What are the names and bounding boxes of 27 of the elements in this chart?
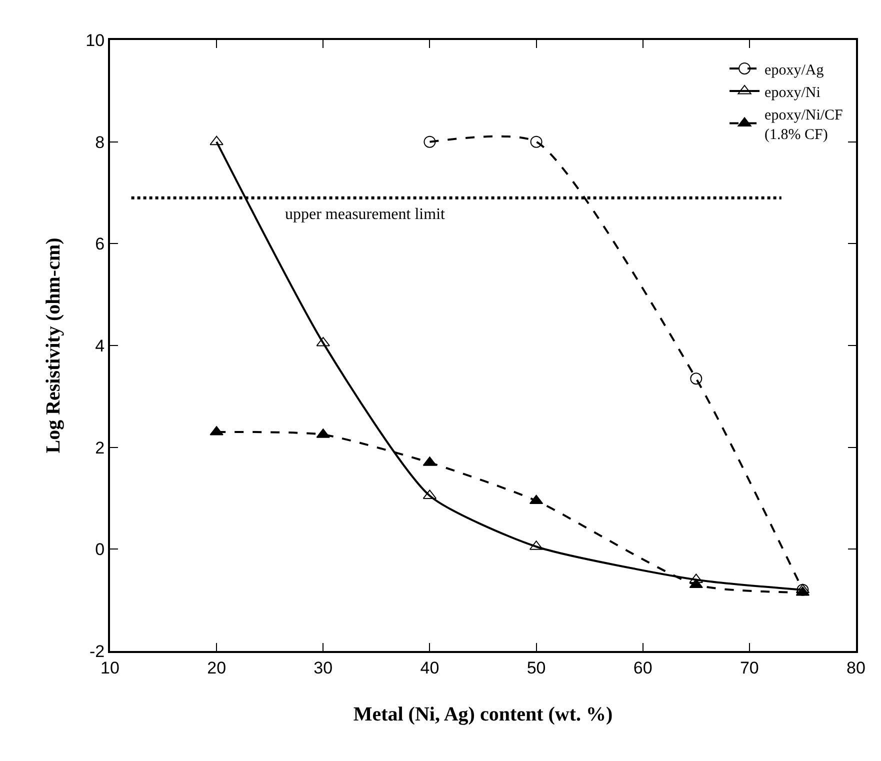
annotation: upper measurement limit [285, 206, 446, 223]
y-tick-label: 8 [95, 132, 105, 152]
y-tick-label: 2 [95, 438, 105, 458]
point [689, 578, 703, 588]
y-tick-label: 0 [95, 540, 105, 560]
point [530, 136, 542, 148]
y-tick-label: -2 [89, 642, 105, 661]
legend-label: epoxy/Ni/CF (1.8% CF) [764, 107, 843, 143]
y-axis-title: Log Resistivity (ohm-cm) [42, 238, 65, 454]
point [796, 584, 809, 596]
point [424, 136, 436, 148]
y-tick-label: 10 [86, 30, 105, 50]
y-tick-label: 4 [95, 336, 105, 356]
y-tick-label: 6 [95, 234, 105, 254]
point [316, 336, 330, 346]
x-tick-label: 20 [207, 658, 226, 678]
point [210, 136, 224, 146]
x-tick-label: 60 [633, 658, 652, 678]
x-tick-label: 40 [420, 658, 440, 678]
point [690, 372, 702, 385]
x-tick-label: 70 [740, 658, 759, 678]
legend-label: epoxy/Ag [764, 62, 824, 78]
x-axis-title: Metal (Ni, Ag) content (wt. %) [353, 703, 613, 726]
x-tick-label: 80 [846, 658, 866, 678]
x-tick-label: 30 [314, 658, 333, 678]
legend-label: epoxy/Ni [764, 84, 820, 101]
x-tick-label: 50 [526, 658, 546, 678]
